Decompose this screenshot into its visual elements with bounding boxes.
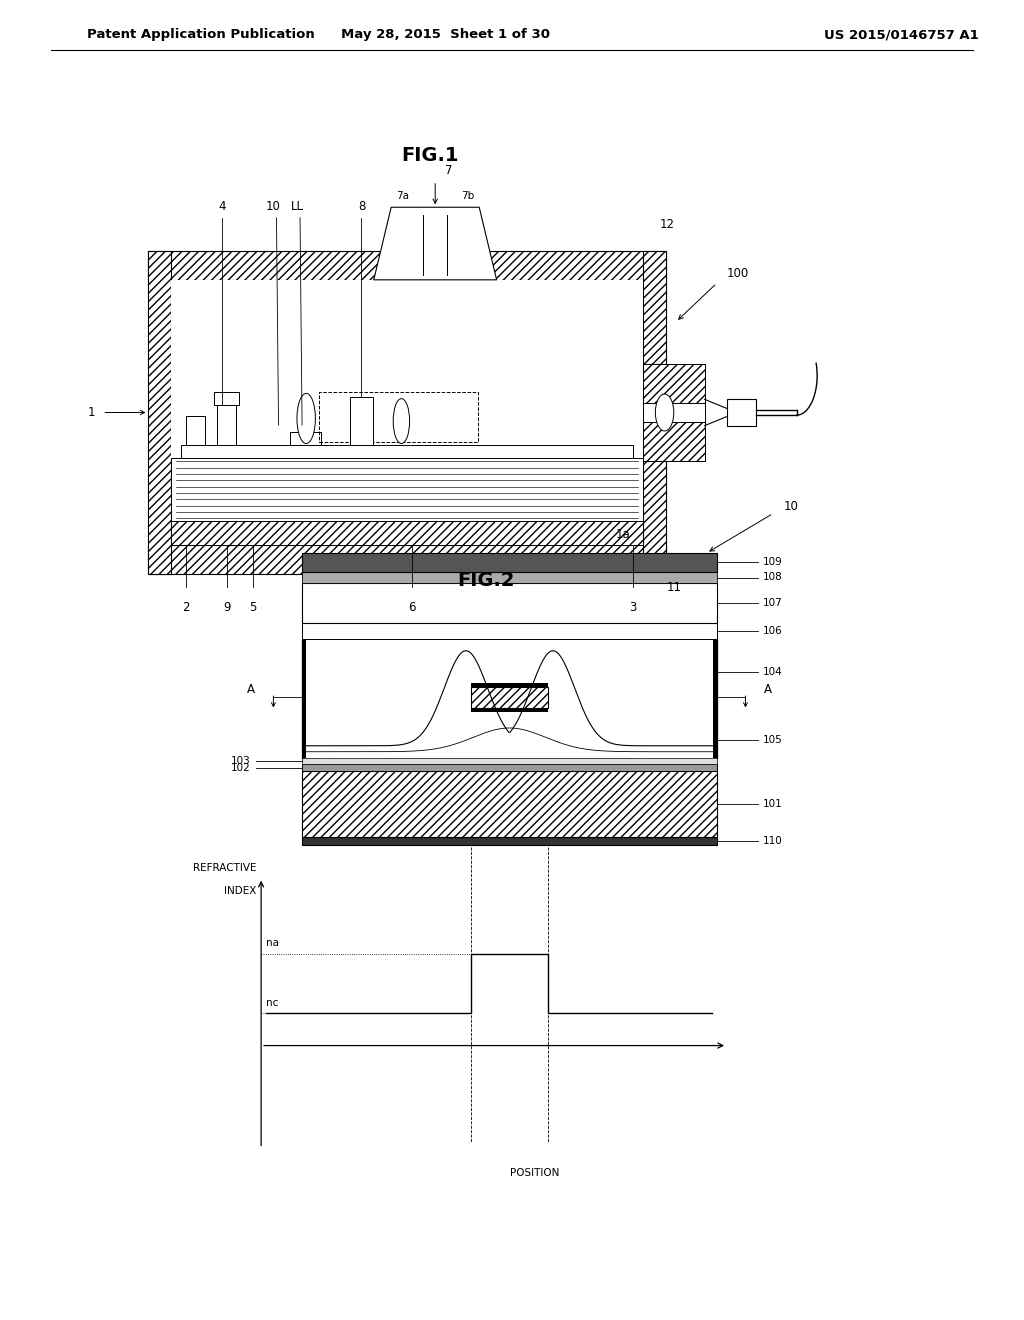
Text: INDEX: INDEX (223, 886, 256, 896)
Text: 110: 110 (763, 836, 782, 846)
Bar (148, 545, 666, 574)
Bar (643, 364, 705, 461)
Bar (302, 623, 717, 639)
Text: na: na (266, 939, 280, 948)
Text: REFRACTIVE: REFRACTIVE (193, 862, 256, 873)
Text: nc: nc (266, 998, 279, 1008)
Text: 109: 109 (763, 557, 782, 568)
Text: 7a: 7a (396, 190, 409, 201)
Bar (171, 458, 643, 521)
Bar (290, 432, 321, 445)
Text: 4: 4 (218, 199, 226, 213)
Text: 7: 7 (445, 164, 453, 177)
Text: 101: 101 (763, 799, 782, 809)
Text: FIG.2: FIG.2 (458, 572, 515, 590)
Bar (217, 405, 236, 445)
Bar (302, 583, 717, 623)
Text: 9: 9 (223, 601, 231, 614)
Text: 102: 102 (231, 763, 251, 772)
Bar (471, 682, 548, 686)
Text: 3: 3 (629, 601, 637, 614)
Text: US 2015/0146757 A1: US 2015/0146757 A1 (823, 29, 979, 41)
Bar (302, 758, 717, 764)
Text: 107: 107 (763, 598, 782, 609)
Text: 2: 2 (182, 601, 190, 614)
Text: May 28, 2015  Sheet 1 of 30: May 28, 2015 Sheet 1 of 30 (341, 29, 550, 41)
Text: A: A (764, 682, 772, 696)
Text: 103: 103 (231, 756, 251, 766)
Bar (471, 686, 548, 708)
Bar (471, 708, 548, 711)
Text: Patent Application Publication: Patent Application Publication (87, 29, 314, 41)
Bar (302, 837, 717, 845)
Text: 1a: 1a (615, 528, 630, 541)
Ellipse shape (297, 393, 315, 444)
Text: 10: 10 (783, 500, 799, 513)
Text: 10: 10 (266, 199, 281, 213)
Text: LL: LL (291, 199, 303, 213)
Text: 11: 11 (667, 581, 681, 594)
Text: 5: 5 (249, 601, 257, 614)
Bar (302, 764, 717, 771)
Bar (319, 392, 478, 442)
Text: POSITION: POSITION (510, 1168, 560, 1179)
Bar (727, 400, 756, 425)
Text: FIG.1: FIG.1 (401, 147, 459, 165)
Bar (148, 251, 171, 574)
Bar (643, 422, 705, 461)
Bar (302, 572, 717, 583)
Bar (643, 461, 666, 574)
Text: 7b: 7b (462, 190, 474, 201)
Bar (713, 639, 717, 758)
Ellipse shape (393, 399, 410, 444)
Bar (350, 397, 373, 445)
Text: 104: 104 (763, 667, 782, 677)
Polygon shape (374, 207, 497, 280)
Text: 105: 105 (763, 735, 782, 744)
Text: 8: 8 (357, 199, 366, 213)
Bar (171, 280, 643, 545)
Text: 12: 12 (660, 218, 675, 231)
Bar (214, 392, 239, 405)
Bar (302, 553, 717, 572)
Bar (302, 639, 306, 758)
Bar (186, 416, 205, 445)
Bar (171, 521, 643, 545)
Text: 100: 100 (727, 267, 750, 280)
Text: A: A (247, 682, 255, 696)
Text: 106: 106 (763, 626, 782, 636)
Ellipse shape (655, 393, 674, 430)
Bar (302, 771, 717, 837)
Bar (148, 251, 666, 280)
Bar (643, 251, 666, 364)
Text: 108: 108 (763, 573, 782, 582)
Text: 1: 1 (88, 407, 95, 418)
Text: 6: 6 (408, 601, 416, 614)
Bar (643, 364, 705, 403)
Bar (181, 445, 633, 458)
